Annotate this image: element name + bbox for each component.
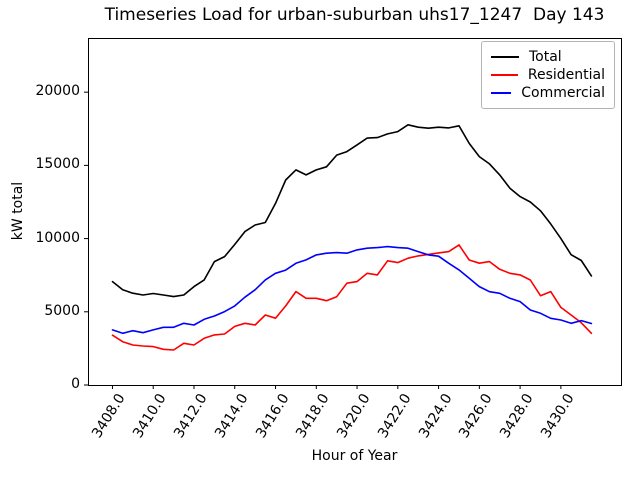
legend: Total Residential Commercial <box>481 41 615 109</box>
y-tick-label: 20000 <box>35 83 80 100</box>
x-axis-label: Hour of Year <box>311 448 398 464</box>
series-line-commercial <box>111 245 593 335</box>
series-line-residential <box>111 244 593 351</box>
y-tick-label: 10000 <box>35 229 80 246</box>
residential-line-swatch <box>491 74 518 76</box>
legend-item-commercial: Commercial <box>491 84 605 102</box>
commercial-line-swatch <box>491 92 512 94</box>
series-line-total <box>111 124 593 298</box>
legend-item-total: Total <box>491 48 605 66</box>
legend-label-residential: Residential <box>527 67 605 83</box>
legend-item-residential: Residential <box>491 66 605 84</box>
y-tick-label: 15000 <box>35 156 80 173</box>
axes-frame <box>88 38 622 386</box>
legend-label-total: Total <box>529 49 562 65</box>
legend-label-commercial: Commercial <box>521 85 605 101</box>
total-line-swatch <box>491 56 519 58</box>
y-tick-label: 0 <box>71 376 80 392</box>
y-tick-label: 5000 <box>44 302 80 319</box>
chart-title: Timeseries Load for urban-suburban uhs17… <box>104 5 605 25</box>
